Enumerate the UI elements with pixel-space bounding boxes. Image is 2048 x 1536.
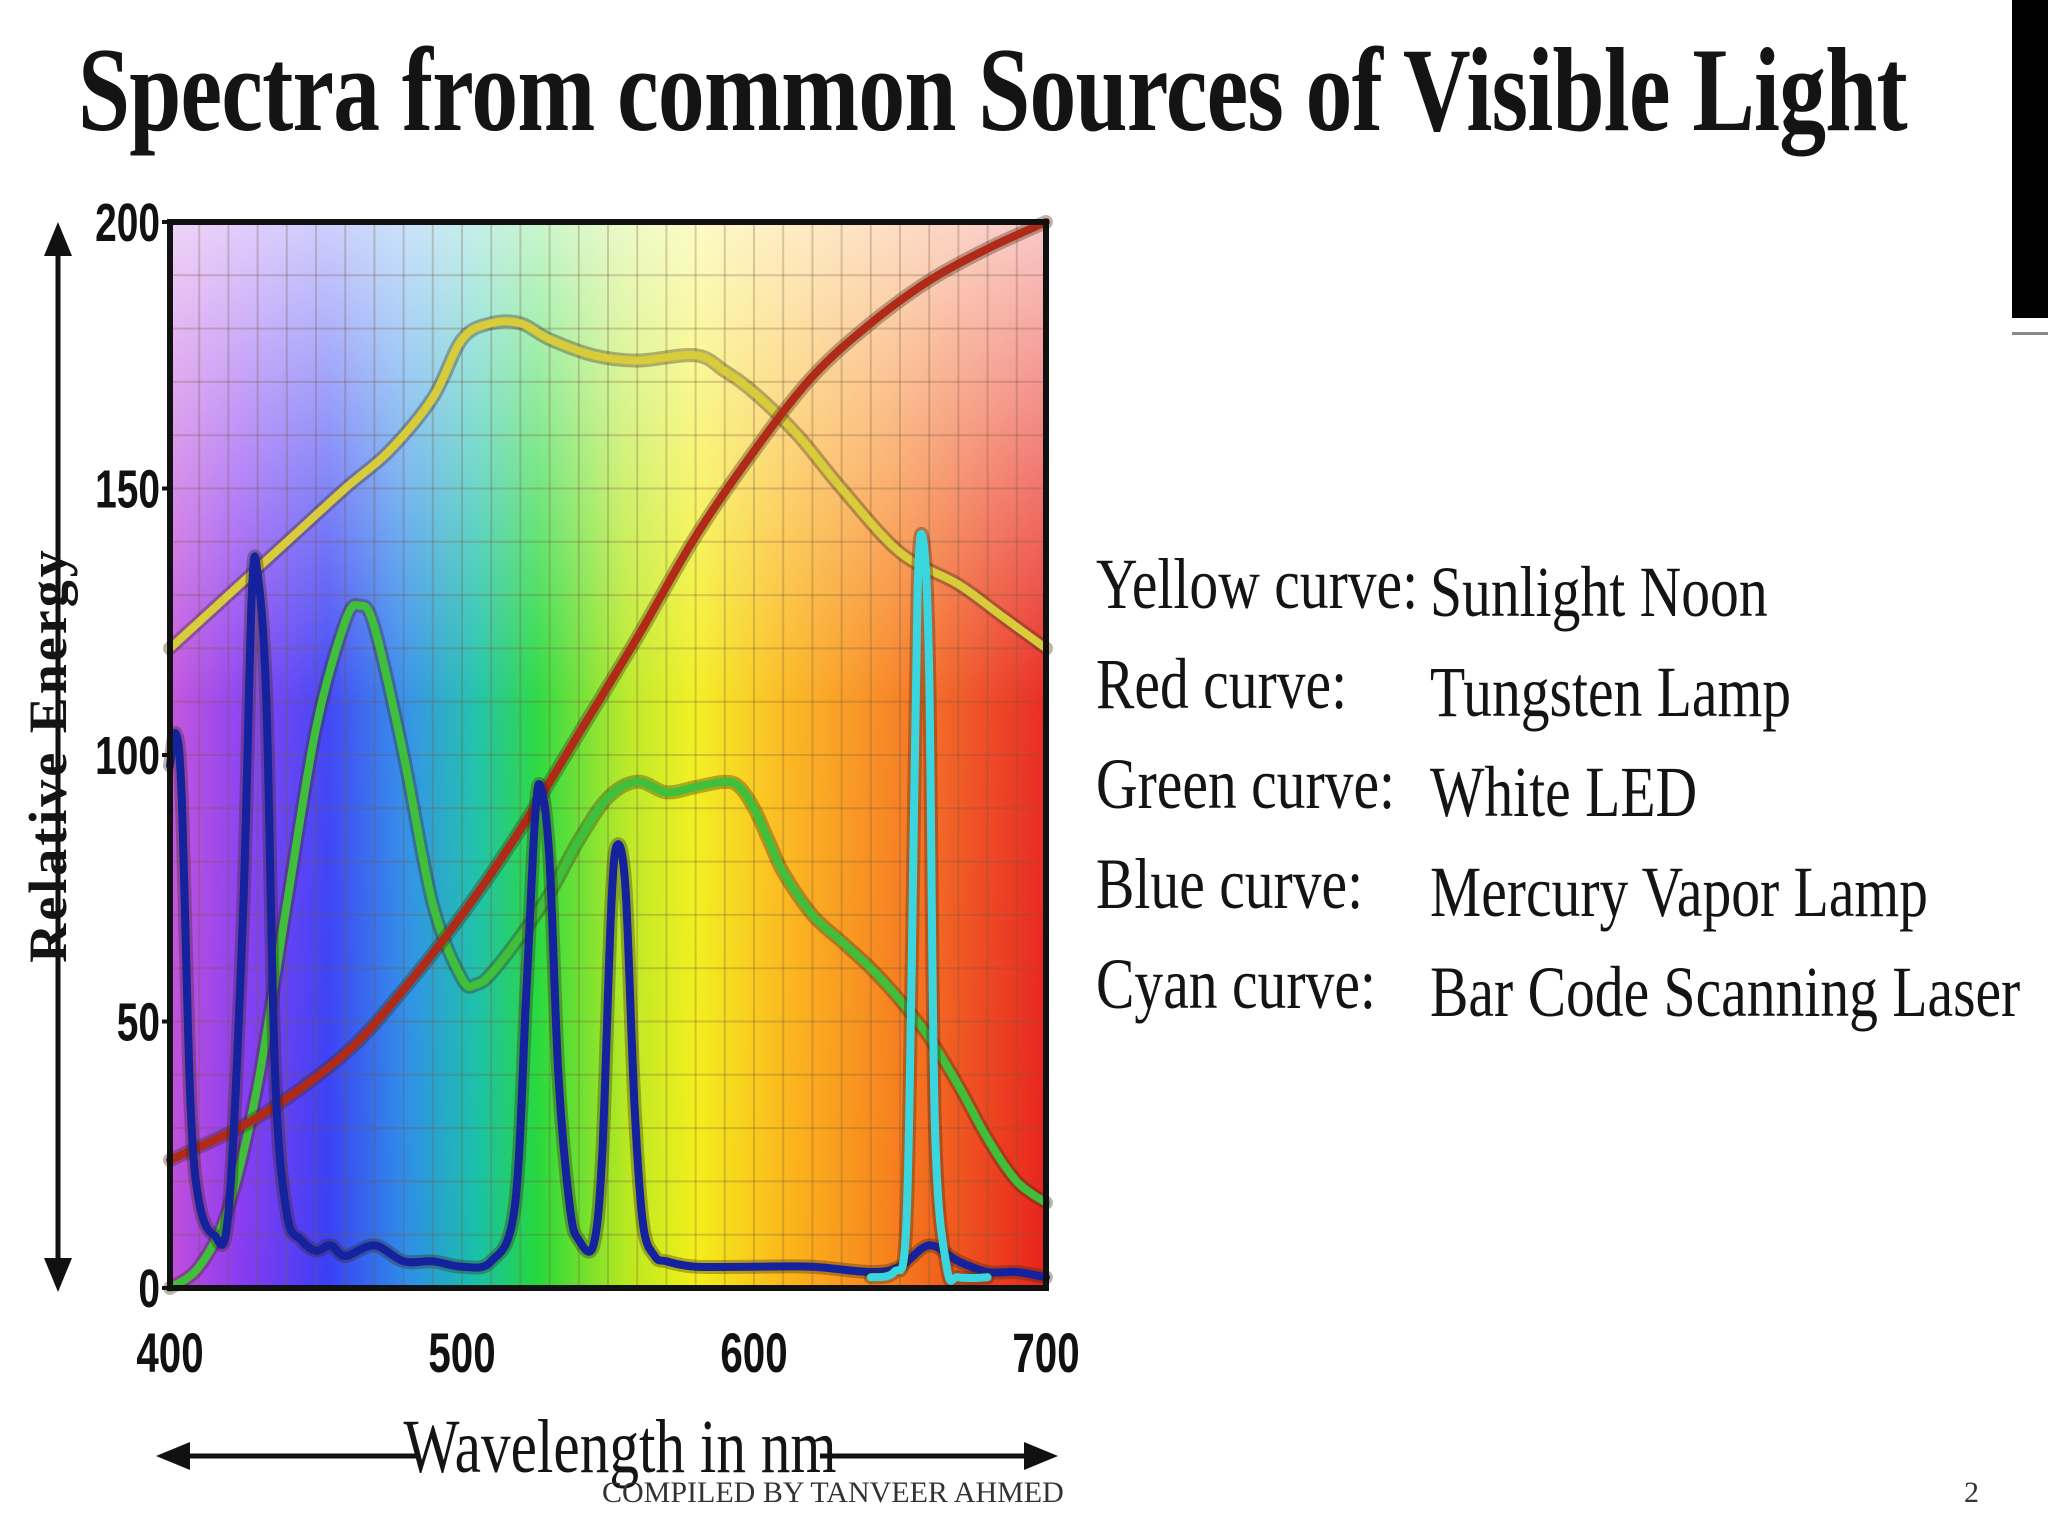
series-line-bar-code-scanning-laser (866, 530, 992, 1285)
grid-lines (170, 222, 1046, 1288)
y-tick-label: 50 (117, 991, 160, 1052)
legend-source-name: White LED (1430, 752, 1698, 832)
side-accent-bar (2012, 0, 2048, 318)
series-bar-code-scanning-laser (863, 527, 995, 1288)
x-tick-label: 600 (720, 1323, 787, 1385)
series-mercury-vapor-lamp (163, 549, 1053, 1285)
footer-credit: COMPILED BY TANVEER AHMED (602, 1476, 1064, 1509)
x-axis-arrow-right (1024, 1442, 1058, 1470)
tick-labels: 400 500 600 700 0 50 100 150 200 (95, 192, 1079, 1385)
y-tick-label: 100 (95, 725, 160, 786)
series-white-led (163, 598, 1053, 1295)
y-axis-arrow-up (44, 222, 72, 256)
plot-background (170, 222, 1046, 1288)
legend-curve-label: Yellow curve: (1096, 544, 1419, 624)
y-tick-label: 0 (138, 1258, 160, 1319)
y-axis-arrow-down (44, 1258, 72, 1292)
legend-curve-label: Red curve: (1096, 644, 1348, 724)
series-line-sunlight-noon (166, 317, 1050, 653)
x-tick-label: 700 (1012, 1323, 1079, 1385)
x-tick-label: 500 (428, 1323, 495, 1385)
series-line-white-led (166, 601, 1050, 1292)
x-axis-arrow-left (156, 1442, 190, 1470)
y-tick-label: 200 (95, 192, 160, 253)
legend-curve-label: Green curve: (1096, 744, 1396, 824)
side-accent-line (2012, 332, 2048, 335)
legend-curve-label: Cyan curve: (1096, 944, 1376, 1024)
series-layer (163, 215, 1053, 1295)
legend-source-name: Sunlight Noon (1430, 552, 1768, 632)
legend-source-name: Bar Code Scanning Laser (1430, 952, 2021, 1032)
series-line-tungsten-lamp (166, 218, 1050, 1165)
legend-curve-label: Blue curve: (1096, 844, 1364, 924)
y-tick-label: 150 (95, 458, 160, 519)
x-axis-label: Wavelength in nm (403, 1404, 836, 1489)
page-number: 2 (1964, 1476, 1979, 1509)
legend-source-name: Mercury Vapor Lamp (1430, 852, 1928, 932)
series-tungsten-lamp (163, 215, 1053, 1168)
series-sunlight-noon (163, 314, 1053, 656)
series-line-mercury-vapor-lamp (166, 552, 1050, 1282)
x-tick-label: 400 (136, 1323, 203, 1385)
y-axis-label: Relative Energy (18, 547, 78, 962)
legend-source-name: Tungsten Lamp (1430, 652, 1792, 732)
